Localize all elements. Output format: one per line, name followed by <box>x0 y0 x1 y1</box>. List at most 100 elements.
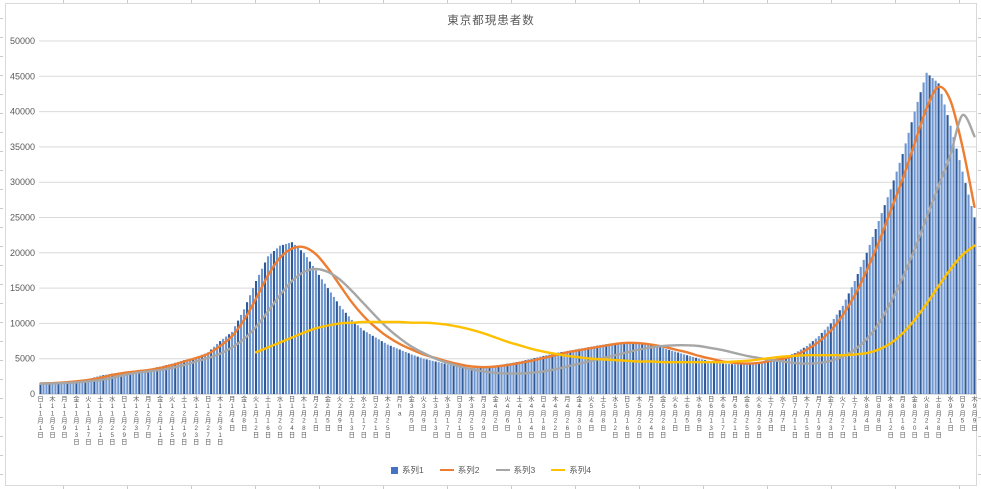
legend-item-series2[interactable]: 系列2 <box>439 464 480 476</box>
svg-text:土: 土 <box>852 394 858 403</box>
svg-text:5: 5 <box>410 418 414 425</box>
svg-text:日: 日 <box>289 395 295 403</box>
svg-text:2: 2 <box>350 403 354 410</box>
svg-text:日: 日 <box>816 431 822 439</box>
svg-text:1: 1 <box>350 418 354 425</box>
svg-text:土: 土 <box>935 394 941 403</box>
svg-text:月: 月 <box>145 417 151 425</box>
svg-text:日: 日 <box>672 424 678 432</box>
svg-text:1: 1 <box>374 425 378 432</box>
svg-text:1: 1 <box>458 425 462 432</box>
legend-item-series4[interactable]: 系列4 <box>551 464 591 476</box>
svg-text:1: 1 <box>158 403 162 410</box>
svg-text:1: 1 <box>793 418 797 425</box>
svg-text:日: 日 <box>289 431 295 439</box>
svg-text:日: 日 <box>361 431 367 439</box>
chart-area[interactable]: 東京都現患者数 0 5000 10000 15000 20000 25000 30000 35… <box>5 3 978 486</box>
line-series2[interactable] <box>39 85 976 385</box>
line-series3[interactable] <box>39 113 976 385</box>
bars-series1[interactable] <box>39 72 976 395</box>
svg-text:月: 月 <box>588 409 594 417</box>
svg-text:15000: 15000 <box>10 283 35 293</box>
legend-label-series4: 系列4 <box>569 465 591 475</box>
svg-text:木: 木 <box>49 394 56 403</box>
svg-text:日: 日 <box>852 431 858 439</box>
svg-text:日: 日 <box>444 431 450 439</box>
svg-text:月: 月 <box>552 409 558 417</box>
legend-item-series3[interactable]: 系列3 <box>495 464 535 476</box>
svg-text:月: 月 <box>744 409 750 417</box>
svg-text:7: 7 <box>781 403 785 410</box>
svg-text:日: 日 <box>433 431 439 439</box>
svg-text:9: 9 <box>63 425 67 432</box>
svg-text:日: 日 <box>708 431 714 439</box>
svg-text:6: 6 <box>566 425 570 432</box>
spreadsheet-column-ticks-top <box>0 0 981 3</box>
svg-text:3: 3 <box>578 418 582 425</box>
svg-text:4: 4 <box>566 403 570 410</box>
svg-text:水: 水 <box>696 394 703 403</box>
svg-text:月: 月 <box>816 395 822 403</box>
svg-text:1: 1 <box>158 425 162 432</box>
svg-text:1: 1 <box>290 403 294 410</box>
svg-text:日: 日 <box>456 431 462 439</box>
svg-text:3: 3 <box>434 425 438 432</box>
line-series4[interactable] <box>254 244 976 364</box>
svg-text:月: 月 <box>193 417 199 425</box>
svg-text:1: 1 <box>446 418 450 425</box>
svg-text:2: 2 <box>374 418 378 425</box>
svg-text:火: 火 <box>504 396 511 403</box>
svg-text:1: 1 <box>805 418 809 425</box>
svg-text:1: 1 <box>87 425 91 432</box>
svg-text:日: 日 <box>49 431 55 439</box>
svg-text:7: 7 <box>829 403 833 410</box>
svg-text:木: 木 <box>971 394 978 403</box>
svg-text:日: 日 <box>205 438 211 446</box>
legend-item-series1[interactable]: 系列1 <box>391 464 424 476</box>
svg-text:土: 土 <box>265 394 271 403</box>
svg-text:7: 7 <box>769 403 773 410</box>
svg-text:1: 1 <box>51 403 55 410</box>
svg-text:2: 2 <box>326 403 330 410</box>
svg-text:日: 日 <box>900 431 906 439</box>
svg-text:月: 月 <box>337 409 343 417</box>
svg-text:日: 日 <box>648 431 654 439</box>
svg-text:月: 月 <box>600 409 606 417</box>
svg-text:9: 9 <box>961 403 965 410</box>
svg-text:7: 7 <box>781 418 785 425</box>
svg-text:日: 日 <box>385 431 391 439</box>
svg-text:日: 日 <box>468 431 474 439</box>
svg-text:月: 月 <box>205 417 211 425</box>
svg-text:月: 月 <box>732 409 738 417</box>
svg-text:6: 6 <box>673 403 677 410</box>
svg-text:月: 月 <box>840 409 846 417</box>
svg-text:5: 5 <box>51 425 55 432</box>
svg-text:2: 2 <box>470 418 474 425</box>
svg-text:9: 9 <box>182 432 186 439</box>
svg-text:月: 月 <box>421 409 427 417</box>
svg-text:月: 月 <box>313 409 319 417</box>
svg-text:2: 2 <box>362 403 366 410</box>
svg-text:月: 月 <box>852 409 858 417</box>
svg-text:月: 月 <box>612 409 618 417</box>
svg-text:土: 土 <box>433 394 439 403</box>
svg-text:3: 3 <box>350 425 354 432</box>
series1-bar-swatch-icon <box>391 466 399 474</box>
svg-text:日: 日 <box>121 395 127 403</box>
svg-text:9: 9 <box>697 418 701 425</box>
svg-text:5000: 5000 <box>15 354 35 364</box>
svg-text:金: 金 <box>828 394 835 403</box>
series2-line-swatch-icon <box>439 468 454 472</box>
svg-text:2: 2 <box>661 418 665 425</box>
svg-text:土: 土 <box>768 394 774 403</box>
svg-text:日: 日 <box>492 424 498 432</box>
plot-svg[interactable]: 0500010000150002000025000300003500040000… <box>6 4 981 486</box>
svg-text:5: 5 <box>614 403 618 410</box>
svg-text:日: 日 <box>37 431 43 439</box>
svg-text:2: 2 <box>494 418 498 425</box>
chart-title[interactable]: 東京都現患者数 <box>447 15 535 27</box>
svg-text:金: 金 <box>744 394 751 403</box>
svg-text:月: 月 <box>732 395 738 403</box>
svg-text:日: 日 <box>947 424 953 432</box>
